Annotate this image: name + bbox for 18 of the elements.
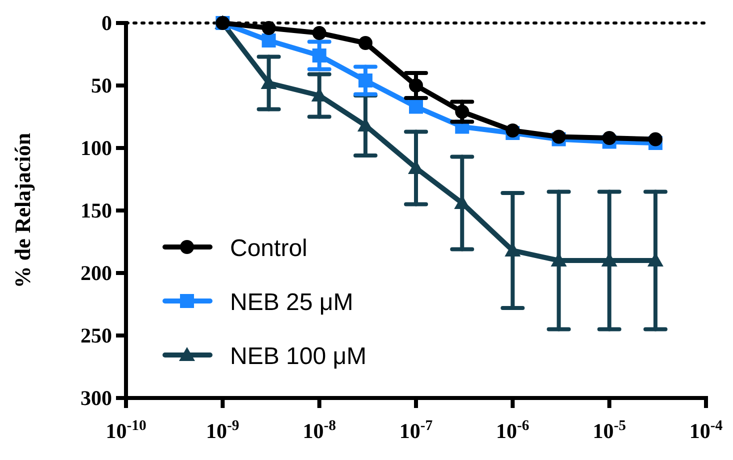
y-tick-label: 100 <box>80 136 112 160</box>
y-tick-label: 200 <box>80 261 112 285</box>
x-tick-label: 10$^{-4}$ <box>689 418 724 443</box>
y-tick-label: 0 <box>102 11 112 35</box>
y-tick-label: 300 <box>80 386 112 410</box>
y-tick-label: 250 <box>80 324 112 348</box>
x-tick-label: 10$^{-8}$ <box>302 418 336 443</box>
y-tick-label: 150 <box>80 198 112 222</box>
legend-label: NEB 100 μM <box>230 343 367 370</box>
x-tick-label: 10$^{-7}$ <box>399 418 433 443</box>
x-tick-label: 10$^{-10}$ <box>106 418 146 443</box>
legend-label: NEB 25 μM <box>230 289 354 316</box>
y-tick-label: 50 <box>91 74 112 98</box>
y-axis-title: % de Relajación <box>10 132 35 288</box>
x-tick-label: 10$^{-9}$ <box>206 418 240 443</box>
legend-label: Control <box>230 235 308 262</box>
x-tick-label: 10$^{-5}$ <box>592 418 626 443</box>
x-tick-label: 10$^{-6}$ <box>496 418 530 443</box>
